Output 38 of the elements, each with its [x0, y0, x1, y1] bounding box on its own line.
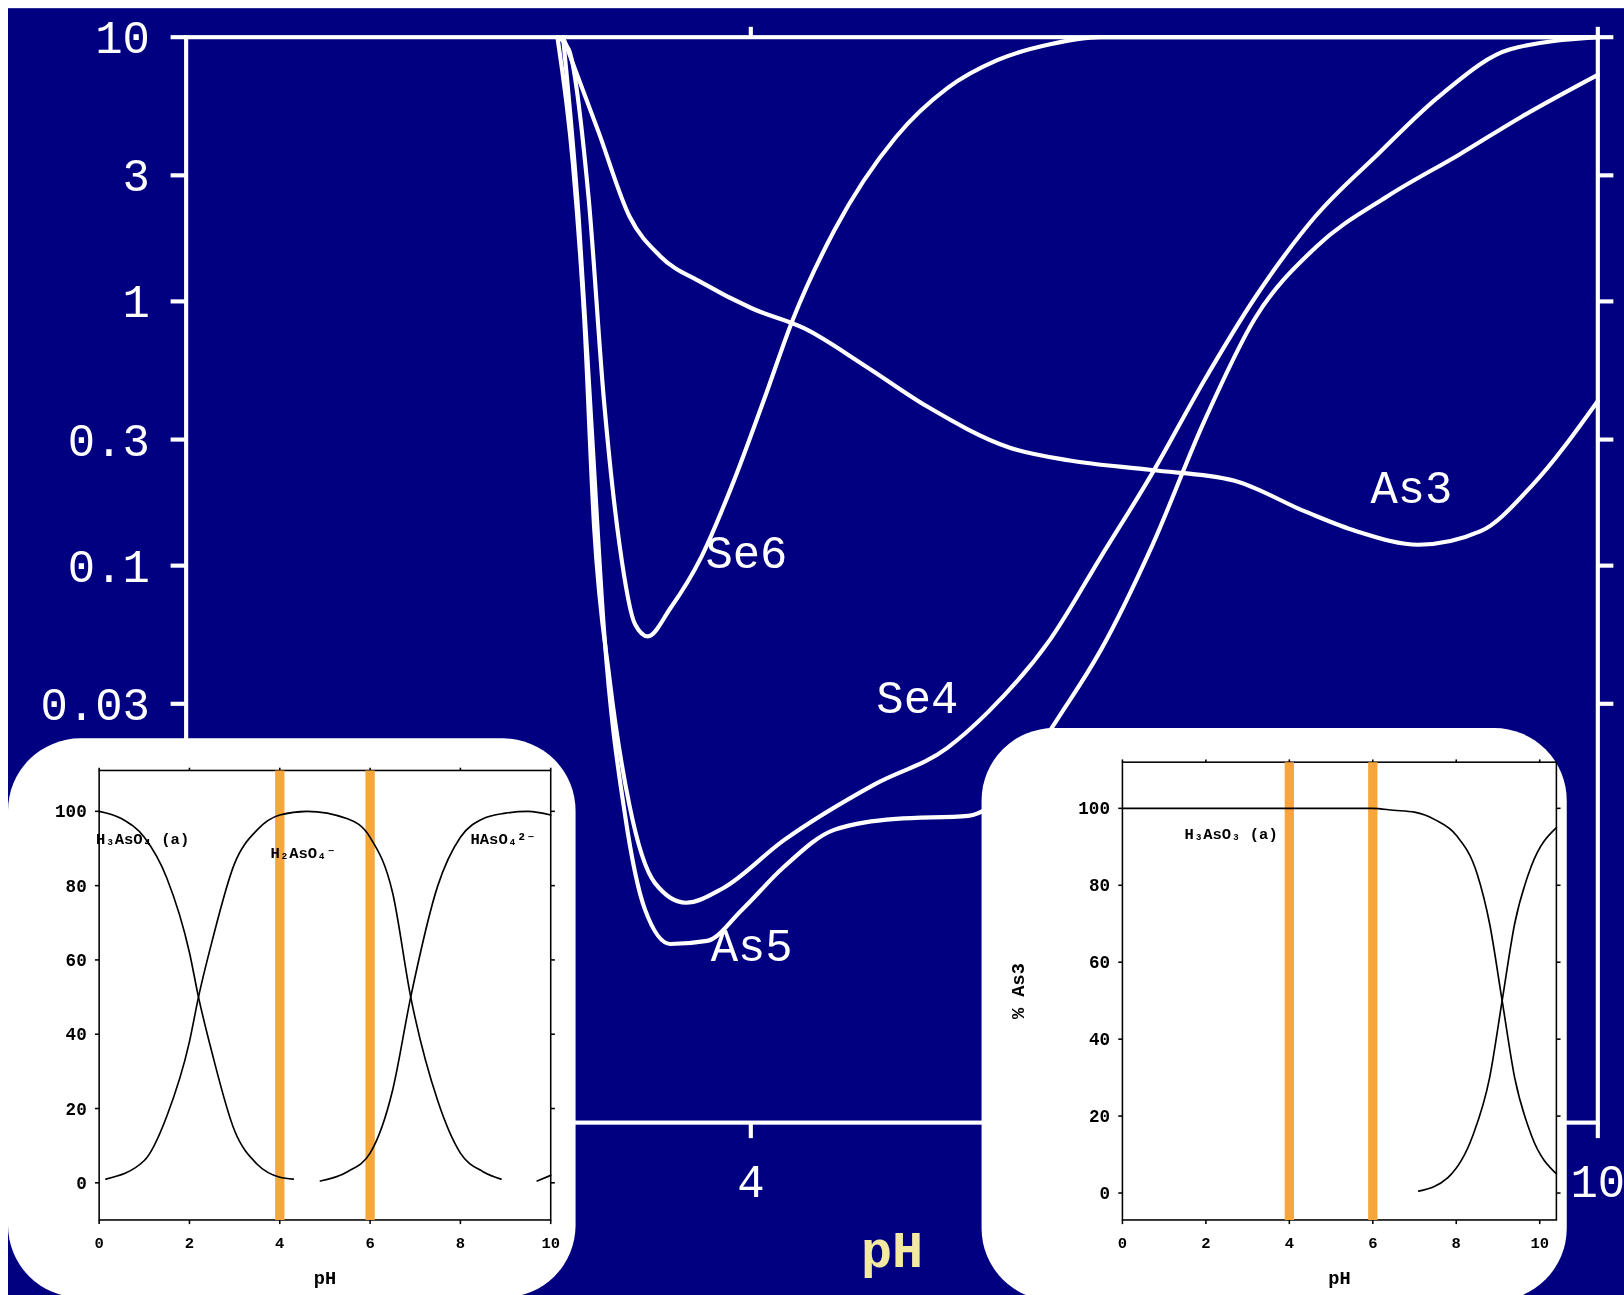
x-tick-label: 4 [1284, 1234, 1294, 1253]
y-tick-label: 60 [1088, 953, 1110, 974]
x-tick-label: 6 [1368, 1234, 1378, 1253]
y-tick-label: 0.03 [40, 681, 150, 734]
y-tick-label: 80 [1088, 876, 1110, 897]
y-tick-label: 1 [122, 279, 150, 332]
series-label: H₃AsO₃ (a) [1184, 826, 1278, 845]
y-tick-label: 100 [1078, 799, 1110, 820]
series-label: Se6 [705, 529, 788, 582]
y-tick-label: 20 [1088, 1107, 1110, 1128]
series-label: As3 [1370, 464, 1453, 517]
x-tick-label: 2 [184, 1234, 195, 1253]
y-tick-label: 0.3 [67, 417, 150, 470]
y-tick-label: 100 [55, 802, 87, 823]
x-tick-label: 8 [1451, 1234, 1461, 1253]
y-tick-label: 0.1 [67, 543, 150, 596]
x-tick-label: 10 [1530, 1234, 1550, 1253]
series-label: HAsO₄²⁻ [470, 831, 536, 850]
x-tick-label: 4 [275, 1234, 285, 1253]
y-tick-label: 3 [122, 153, 150, 206]
series-label: As5 [710, 923, 793, 976]
y-tick-label: 80 [65, 876, 87, 897]
x-tick-label: 8 [455, 1234, 466, 1253]
x-tick-label: 10 [541, 1234, 561, 1253]
y-tick-label: 60 [65, 951, 87, 972]
y-tick-label: 10 [95, 15, 150, 68]
x-axis-title: pH [860, 1223, 924, 1283]
y-tick-label: 20 [65, 1099, 87, 1120]
y-tick-label: 40 [1088, 1030, 1110, 1051]
x-axis-title: pH [313, 1268, 337, 1291]
series-label: Se4 [876, 674, 959, 727]
x-axis-title: pH [1328, 1268, 1351, 1291]
y-axis-title: % As3 [1008, 963, 1031, 1020]
x-tick-label: 0 [1117, 1234, 1128, 1253]
x-tick-label: 4 [737, 1159, 765, 1212]
y-tick-label: 40 [65, 1025, 87, 1046]
x-tick-label: 2 [1201, 1234, 1211, 1253]
x-tick-label: 6 [365, 1234, 375, 1253]
